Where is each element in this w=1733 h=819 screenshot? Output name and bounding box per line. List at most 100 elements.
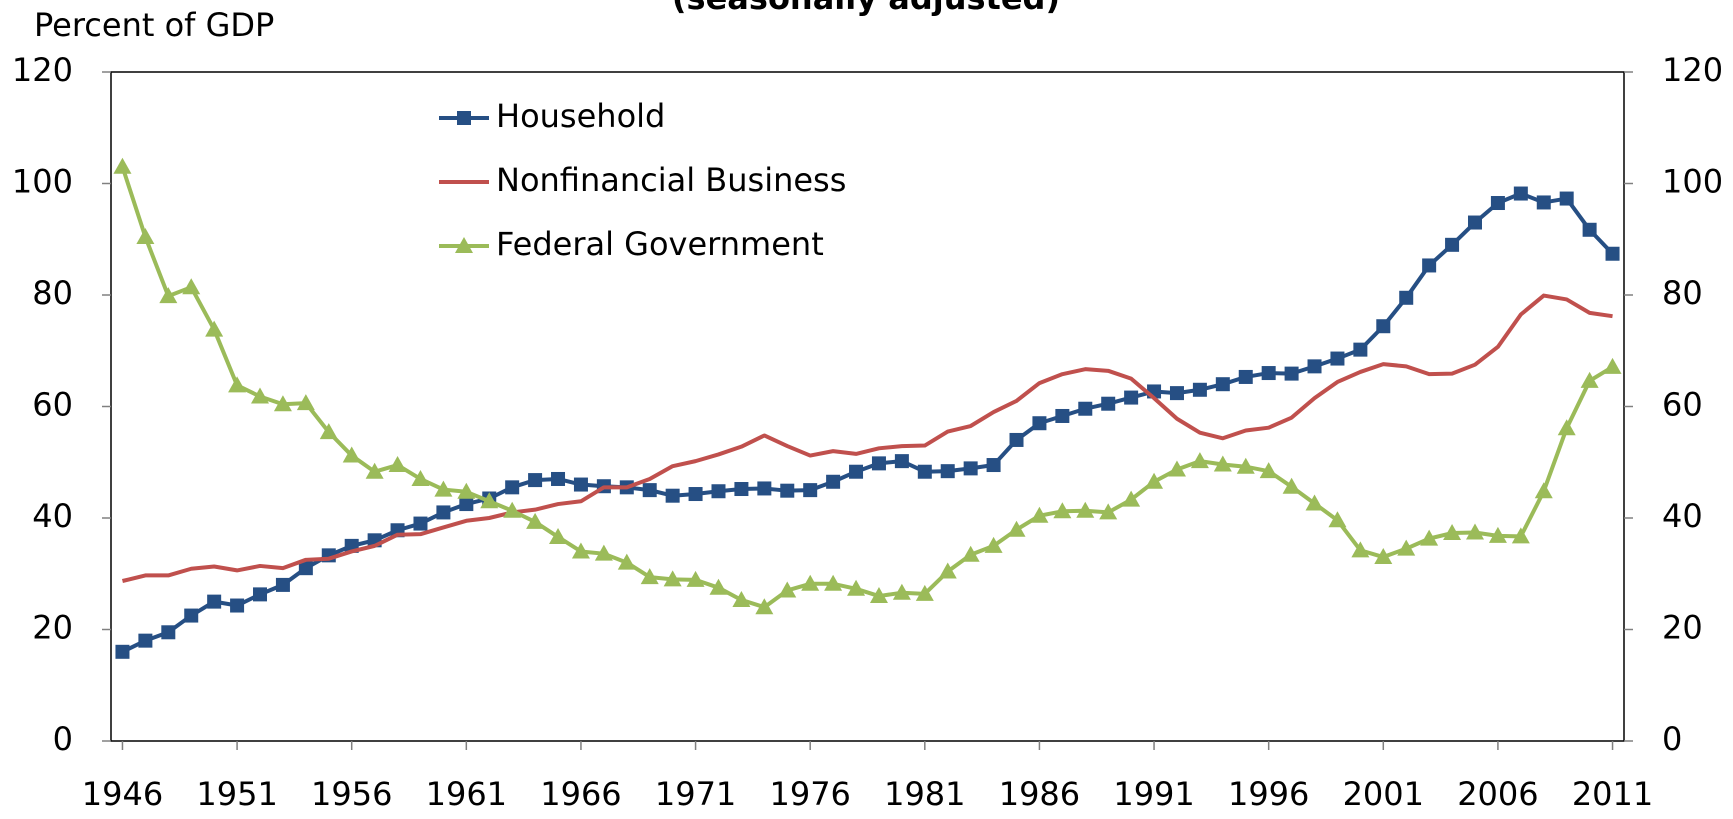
marker-triangle [617,553,636,570]
marker-square [1215,377,1230,392]
y-tick-label: 100 [12,163,73,201]
marker-square [1192,382,1207,397]
y-tick-label: 80 [32,274,73,312]
marker-triangle [1122,490,1141,507]
marker-triangle [1557,419,1576,436]
marker-square [1238,369,1253,384]
marker-square [457,111,471,125]
marker-triangle [824,574,843,591]
marker-triangle [1580,371,1599,388]
x-tick-label: 1986 [999,775,1080,813]
marker-triangle [411,469,430,486]
marker-square [1169,386,1184,401]
marker-triangle [1397,539,1416,556]
marker-square [528,473,543,488]
x-tick-label: 2001 [1343,775,1424,813]
y-tick-label: 20 [32,609,73,647]
marker-square [894,454,909,469]
marker-triangle [1007,520,1026,537]
legend-label: Federal Government [496,225,824,263]
marker-triangle [1465,523,1484,540]
marker-triangle [778,581,797,598]
marker-triangle [1328,511,1347,528]
legend-label: Nonfinancial Business [496,161,846,199]
marker-square [963,461,978,476]
marker-triangle [113,157,132,174]
marker-triangle [136,228,155,245]
marker-triangle [296,394,315,411]
marker-triangle [663,570,682,587]
y2-tick-label: 20 [1662,609,1703,647]
marker-square [436,505,451,520]
marker-triangle [1351,541,1370,558]
marker-square [1101,396,1116,411]
marker-triangle [1076,501,1095,518]
marker-square [413,516,428,531]
marker-triangle [251,387,270,404]
x-tick-label: 2011 [1572,775,1653,813]
marker-square [551,471,566,486]
marker-triangle [365,462,384,479]
marker-square [1399,290,1414,305]
legend-label: Household [496,97,665,135]
marker-square [917,464,932,479]
marker-triangle [686,570,705,587]
marker-triangle [273,395,292,412]
marker-square [734,482,749,497]
marker-square [940,464,955,479]
marker-triangle [342,446,361,463]
marker-triangle [801,574,820,591]
marker-square [1009,432,1024,447]
y-axis-label: Percent of GDP [34,6,274,44]
marker-triangle [388,456,407,473]
marker-triangle [457,482,476,499]
marker-triangle [503,501,522,518]
marker-triangle [1374,548,1393,565]
marker-triangle [1213,455,1232,472]
marker-square [1582,222,1597,237]
x-tick-label: 1991 [1113,775,1194,813]
marker-triangle [938,562,957,579]
series-line [121,293,1613,583]
x-tick-label: 1996 [1228,775,1309,813]
marker-triangle [549,527,568,544]
marker-square [803,483,818,498]
y2-tick-label: 100 [1662,163,1723,201]
marker-triangle [434,480,453,497]
marker-square [1055,408,1070,423]
marker-square [1605,246,1620,261]
marker-triangle [526,512,545,529]
marker-square [253,587,268,602]
y2-tick-label: 0 [1662,720,1682,758]
x-tick-label: 1971 [655,775,736,813]
x-tick-label: 1981 [884,775,965,813]
marker-square [459,497,474,512]
marker-square [184,608,199,623]
marker-triangle [1167,460,1186,477]
marker-triangle [159,287,178,304]
marker-triangle [732,590,751,607]
marker-triangle [640,568,659,585]
y-tick-label: 120 [12,51,73,89]
marker-triangle [455,237,473,253]
chart-subtitle: (seasonally adjusted) [672,0,1060,17]
marker-triangle [205,320,224,337]
marker-triangle [1488,526,1507,543]
x-tick-label: 1946 [82,775,163,813]
marker-square [1032,416,1047,431]
y2-tick-label: 120 [1662,51,1723,89]
marker-square [711,484,726,499]
y2-tick-label: 60 [1662,386,1703,424]
marker-square [1376,319,1391,334]
marker-triangle [984,536,1003,553]
marker-square [849,464,864,479]
marker-square [1124,390,1139,405]
x-tick-label: 1961 [426,775,507,813]
marker-triangle [1099,503,1118,520]
marker-square [275,577,290,592]
marker-square [1559,191,1574,206]
marker-triangle [571,542,590,559]
marker-triangle [915,584,934,601]
marker-square [780,483,795,498]
marker-triangle [1030,506,1049,523]
